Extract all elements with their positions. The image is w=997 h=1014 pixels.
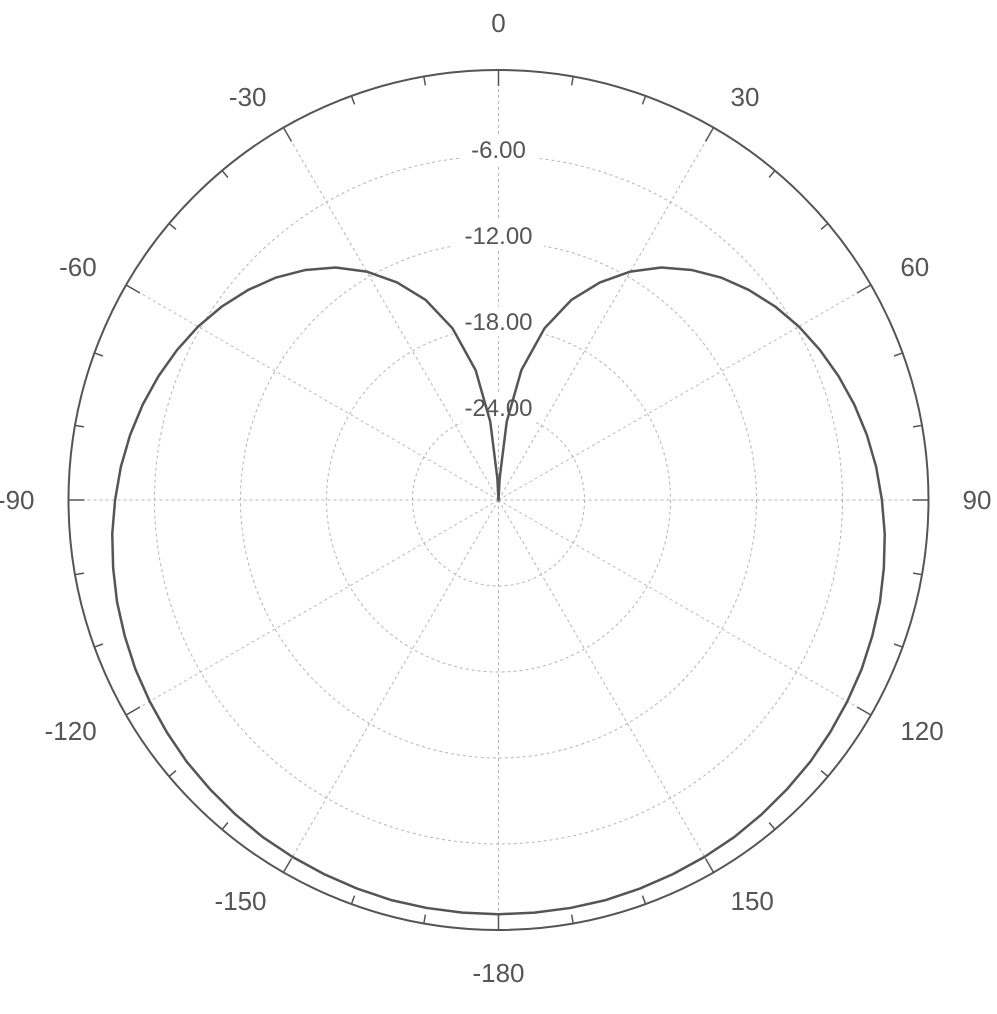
angle-label: 120 xyxy=(900,716,943,746)
angle-label: -180 xyxy=(472,958,524,988)
angle-label: -90 xyxy=(0,485,35,515)
angle-label: -120 xyxy=(45,716,97,746)
angle-label: 30 xyxy=(731,82,760,112)
polar-chart: 0 30 60 90 120 150 -180 -150 -120 -90 -60 -30 -6.00 -… xyxy=(0,0,997,1014)
radial-label: -12.00 xyxy=(464,223,532,250)
polar-chart-svg: 0 30 60 90 120 150 -180 -150 -120 -90 -60 -30 -6.00 -… xyxy=(0,0,997,1014)
radial-label: -24.00 xyxy=(464,395,532,422)
radial-label: -18.00 xyxy=(464,309,532,336)
angle-label: 150 xyxy=(731,886,774,916)
angle-label: 60 xyxy=(900,252,929,282)
angle-label: -30 xyxy=(229,82,267,112)
angle-label: -150 xyxy=(214,886,266,916)
angle-label: 0 xyxy=(491,8,505,38)
angle-label: -60 xyxy=(59,252,97,282)
radial-label: -6.00 xyxy=(471,137,526,164)
angle-label: 90 xyxy=(963,485,992,515)
